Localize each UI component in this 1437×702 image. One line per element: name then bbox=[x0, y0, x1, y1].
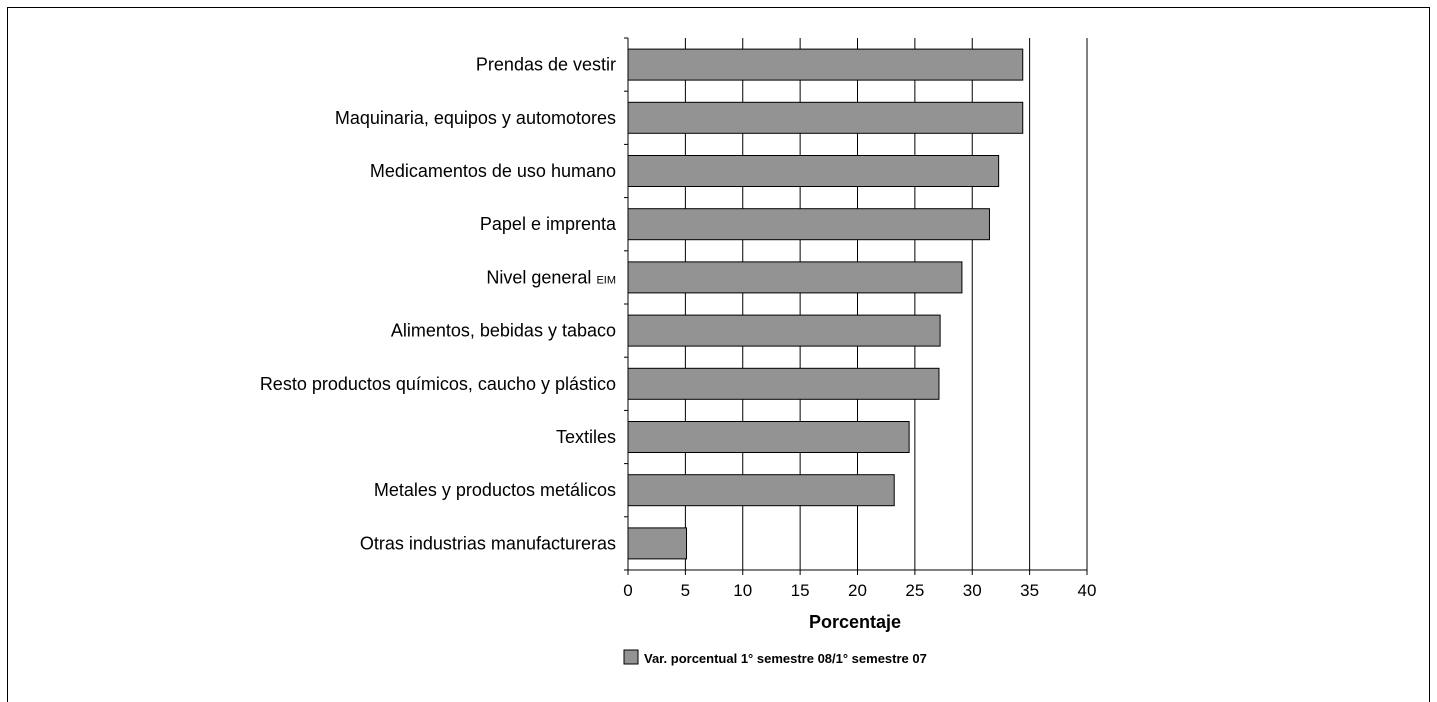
x-tick-label: 35 bbox=[1020, 581, 1039, 600]
bar bbox=[627, 314, 941, 347]
category-label: Medicamentos de uso humano bbox=[370, 161, 616, 181]
x-tick-label: 40 bbox=[1078, 581, 1097, 600]
x-axis-title: Porcentaje bbox=[809, 612, 901, 632]
bar bbox=[627, 208, 990, 241]
bar bbox=[627, 155, 1000, 187]
category-label: Resto productos químicos, caucho y plást… bbox=[260, 374, 616, 394]
bar bbox=[627, 101, 1024, 134]
category-label: Textiles bbox=[556, 427, 616, 447]
bar bbox=[627, 421, 910, 453]
bar bbox=[627, 48, 1024, 81]
bars bbox=[627, 48, 1024, 560]
category-label: Prendas de vestir bbox=[476, 55, 616, 75]
figure-frame bbox=[7, 7, 1430, 702]
category-label: Papel e imprenta bbox=[480, 214, 617, 234]
legend: Var. porcentual 1° semestre 08/1° semest… bbox=[623, 649, 927, 666]
x-tick-label: 30 bbox=[963, 581, 982, 600]
bar bbox=[627, 367, 940, 400]
bar bbox=[627, 527, 688, 560]
bar bbox=[627, 474, 895, 507]
x-tick-label: 0 bbox=[623, 581, 632, 600]
x-tick-label: 10 bbox=[733, 581, 752, 600]
category-label: Alimentos, bebidas y tabaco bbox=[391, 321, 616, 341]
legend-label: Var. porcentual 1° semestre 08/1° semest… bbox=[644, 651, 927, 666]
x-tick-label: 15 bbox=[791, 581, 810, 600]
x-tick-label: 5 bbox=[681, 581, 690, 600]
x-tick-label: 20 bbox=[848, 581, 867, 600]
category-label: Nivel general EIM bbox=[486, 267, 616, 287]
axes bbox=[624, 37, 1088, 575]
category-label: Metales y productos metálicos bbox=[374, 480, 616, 500]
x-tick-label: 25 bbox=[905, 581, 924, 600]
bar bbox=[627, 261, 963, 294]
category-label: Maquinaria, equipos y automotores bbox=[335, 108, 616, 128]
legend-swatch bbox=[623, 649, 639, 665]
x-tick-labels: 0 5 10 15 20 25 30 35 40 bbox=[623, 581, 1096, 600]
category-label: Otras industrias manufactureras bbox=[360, 533, 616, 553]
category-labels: Prendas de vestir Maquinaria, equipos y a… bbox=[260, 55, 617, 554]
